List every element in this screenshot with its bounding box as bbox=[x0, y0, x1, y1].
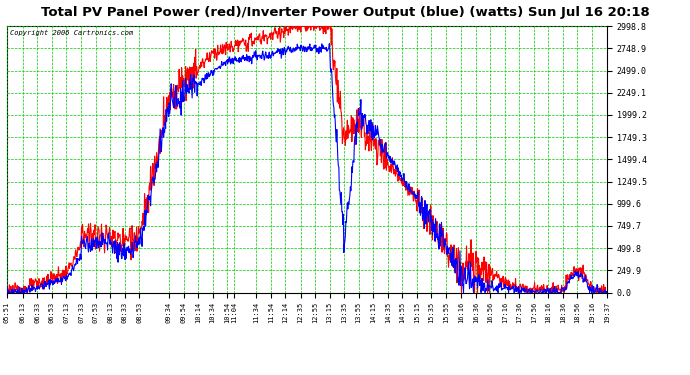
Text: Copyright 2006 Cartronics.com: Copyright 2006 Cartronics.com bbox=[10, 30, 133, 36]
Text: Total PV Panel Power (red)/Inverter Power Output (blue) (watts) Sun Jul 16 20:18: Total PV Panel Power (red)/Inverter Powe… bbox=[41, 6, 649, 19]
